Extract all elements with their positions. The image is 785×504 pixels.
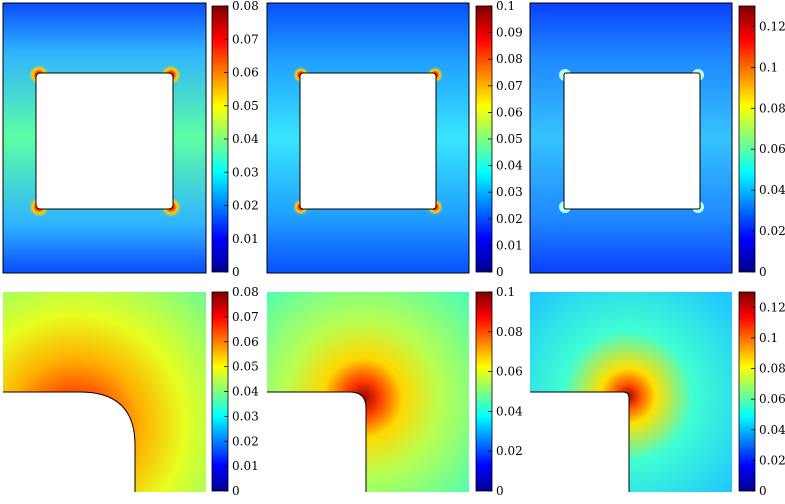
hole-top-2 <box>299 72 437 210</box>
colorbar-tick-label: 0.01 <box>232 232 259 246</box>
frame-top-1 <box>2 2 207 274</box>
colorbar-tick-label: 0.06 <box>759 392 785 406</box>
colorbar-tick-label: 0 <box>232 265 240 279</box>
hole-top-3 <box>563 72 701 210</box>
colorbar-tick-label: 0.07 <box>232 310 259 324</box>
colorbar-top-2: 0 0.01 0.02 0.03 0.04 0.05 0.06 0.07 0.08 0.09 0.1 <box>475 0 523 279</box>
colorbar-tick-label: 0.05 <box>496 132 523 146</box>
field-bottom-1 <box>3 292 206 492</box>
colorbar-tick-label: 0.06 <box>496 105 523 119</box>
notch-edge-bottom-2 <box>267 391 367 492</box>
panel-bottom-2 <box>267 292 469 492</box>
colorbar-bottom-3: 0 0.02 0.04 0.06 0.08 0.1 0.12 <box>738 291 785 498</box>
colorbar-tick-label: 0.02 <box>759 453 785 467</box>
colorbar-tick-label: 0.01 <box>496 238 523 252</box>
colorbar-tick-label: 0.08 <box>232 0 259 13</box>
panel-bottom-3 <box>530 292 732 492</box>
colorbar-tick-label: 0.1 <box>496 0 515 13</box>
panel-top-2 <box>266 2 470 274</box>
field-bottom-2 <box>267 292 469 492</box>
colorbar-tick-label: 0.09 <box>496 26 523 40</box>
colorbar-tick-label: 0 <box>496 265 504 279</box>
colorbar-tick-label: 0.04 <box>232 385 259 399</box>
field-bottom-3 <box>530 292 732 492</box>
colorbar-tick-label: 0.08 <box>232 285 259 299</box>
notch-edge-bottom-3 <box>530 391 630 492</box>
colorbar-tick-label: 0.1 <box>496 285 515 299</box>
colorbar-tick-label: 0.03 <box>232 409 259 423</box>
colorbar-tick-label: 0.06 <box>232 66 259 80</box>
colorbar-tick-label: 0.08 <box>496 52 523 66</box>
colorbar-tick-label: 0.07 <box>232 32 259 46</box>
colorbar-tick-label: 0.1 <box>759 331 778 345</box>
colorbar-tick-label: 0.1 <box>759 60 778 74</box>
hole-top-1 <box>35 72 174 210</box>
colorbar-tick-label: 0.02 <box>496 212 523 226</box>
colorbar-tick-label: 0.03 <box>232 165 259 179</box>
colorbar-tick-label: 0.06 <box>759 142 785 156</box>
panel-top-1 <box>2 2 207 274</box>
colorbar-tick-label: 0.04 <box>496 404 523 418</box>
panel-bottom-1 <box>3 292 206 492</box>
colorbar-tick-label: 0.06 <box>232 335 259 349</box>
panel-top-3 <box>529 2 733 274</box>
colorbar-tick-label: 0.05 <box>232 360 259 374</box>
colorbar-tick-label: 0.02 <box>496 444 523 458</box>
frame-top-3 <box>529 2 733 274</box>
colorbar-tick-label: 0.02 <box>232 199 259 213</box>
colorbar-tick-label: 0.08 <box>759 101 785 115</box>
colorbar-tick-label: 0.02 <box>232 434 259 448</box>
colorbar-tick-label: 0.06 <box>496 365 523 379</box>
colorbar-bottom-1: 0 0.01 0.02 0.03 0.04 0.05 0.06 0.07 0.08 <box>211 285 259 498</box>
colorbar-tick-label: 0.04 <box>496 159 523 173</box>
colorbar-tick-label: 0.02 <box>759 224 785 238</box>
colorbar-tick-label: 0.08 <box>496 325 523 339</box>
colorbar-tick-label: 0.03 <box>496 185 523 199</box>
colorbar-top-1: 0 0.01 0.02 0.03 0.04 0.05 0.06 0.07 0.08 <box>211 0 259 279</box>
colorbar-top-3: 0 0.02 0.04 0.06 0.08 0.1 0.12 <box>738 5 785 279</box>
colorbar-tick-label: 0.05 <box>232 99 259 113</box>
colorbar-tick-label: 0.08 <box>759 362 785 376</box>
colorbar-tick-label: 0 <box>232 484 240 498</box>
colorbar-tick-label: 0 <box>759 265 767 279</box>
notch-edge-bottom-1 <box>3 391 136 492</box>
colorbar-tick-label: 0 <box>496 484 504 498</box>
colorbar-tick-label: 0.07 <box>496 79 523 93</box>
colorbar-tick-label: 0 <box>759 484 767 498</box>
colorbar-bottom-2: 0 0.02 0.04 0.06 0.08 0.1 <box>475 285 523 498</box>
frame-top-2 <box>266 2 470 274</box>
colorbar-tick-label: 0.04 <box>759 183 785 197</box>
colorbar-tick-label: 0.01 <box>232 459 259 473</box>
colorbar-tick-label: 0.12 <box>759 19 785 33</box>
colorbar-tick-label: 0.04 <box>232 132 259 146</box>
colorbar-tick-label: 0.04 <box>759 423 785 437</box>
colorbar-tick-label: 0.12 <box>759 300 785 314</box>
